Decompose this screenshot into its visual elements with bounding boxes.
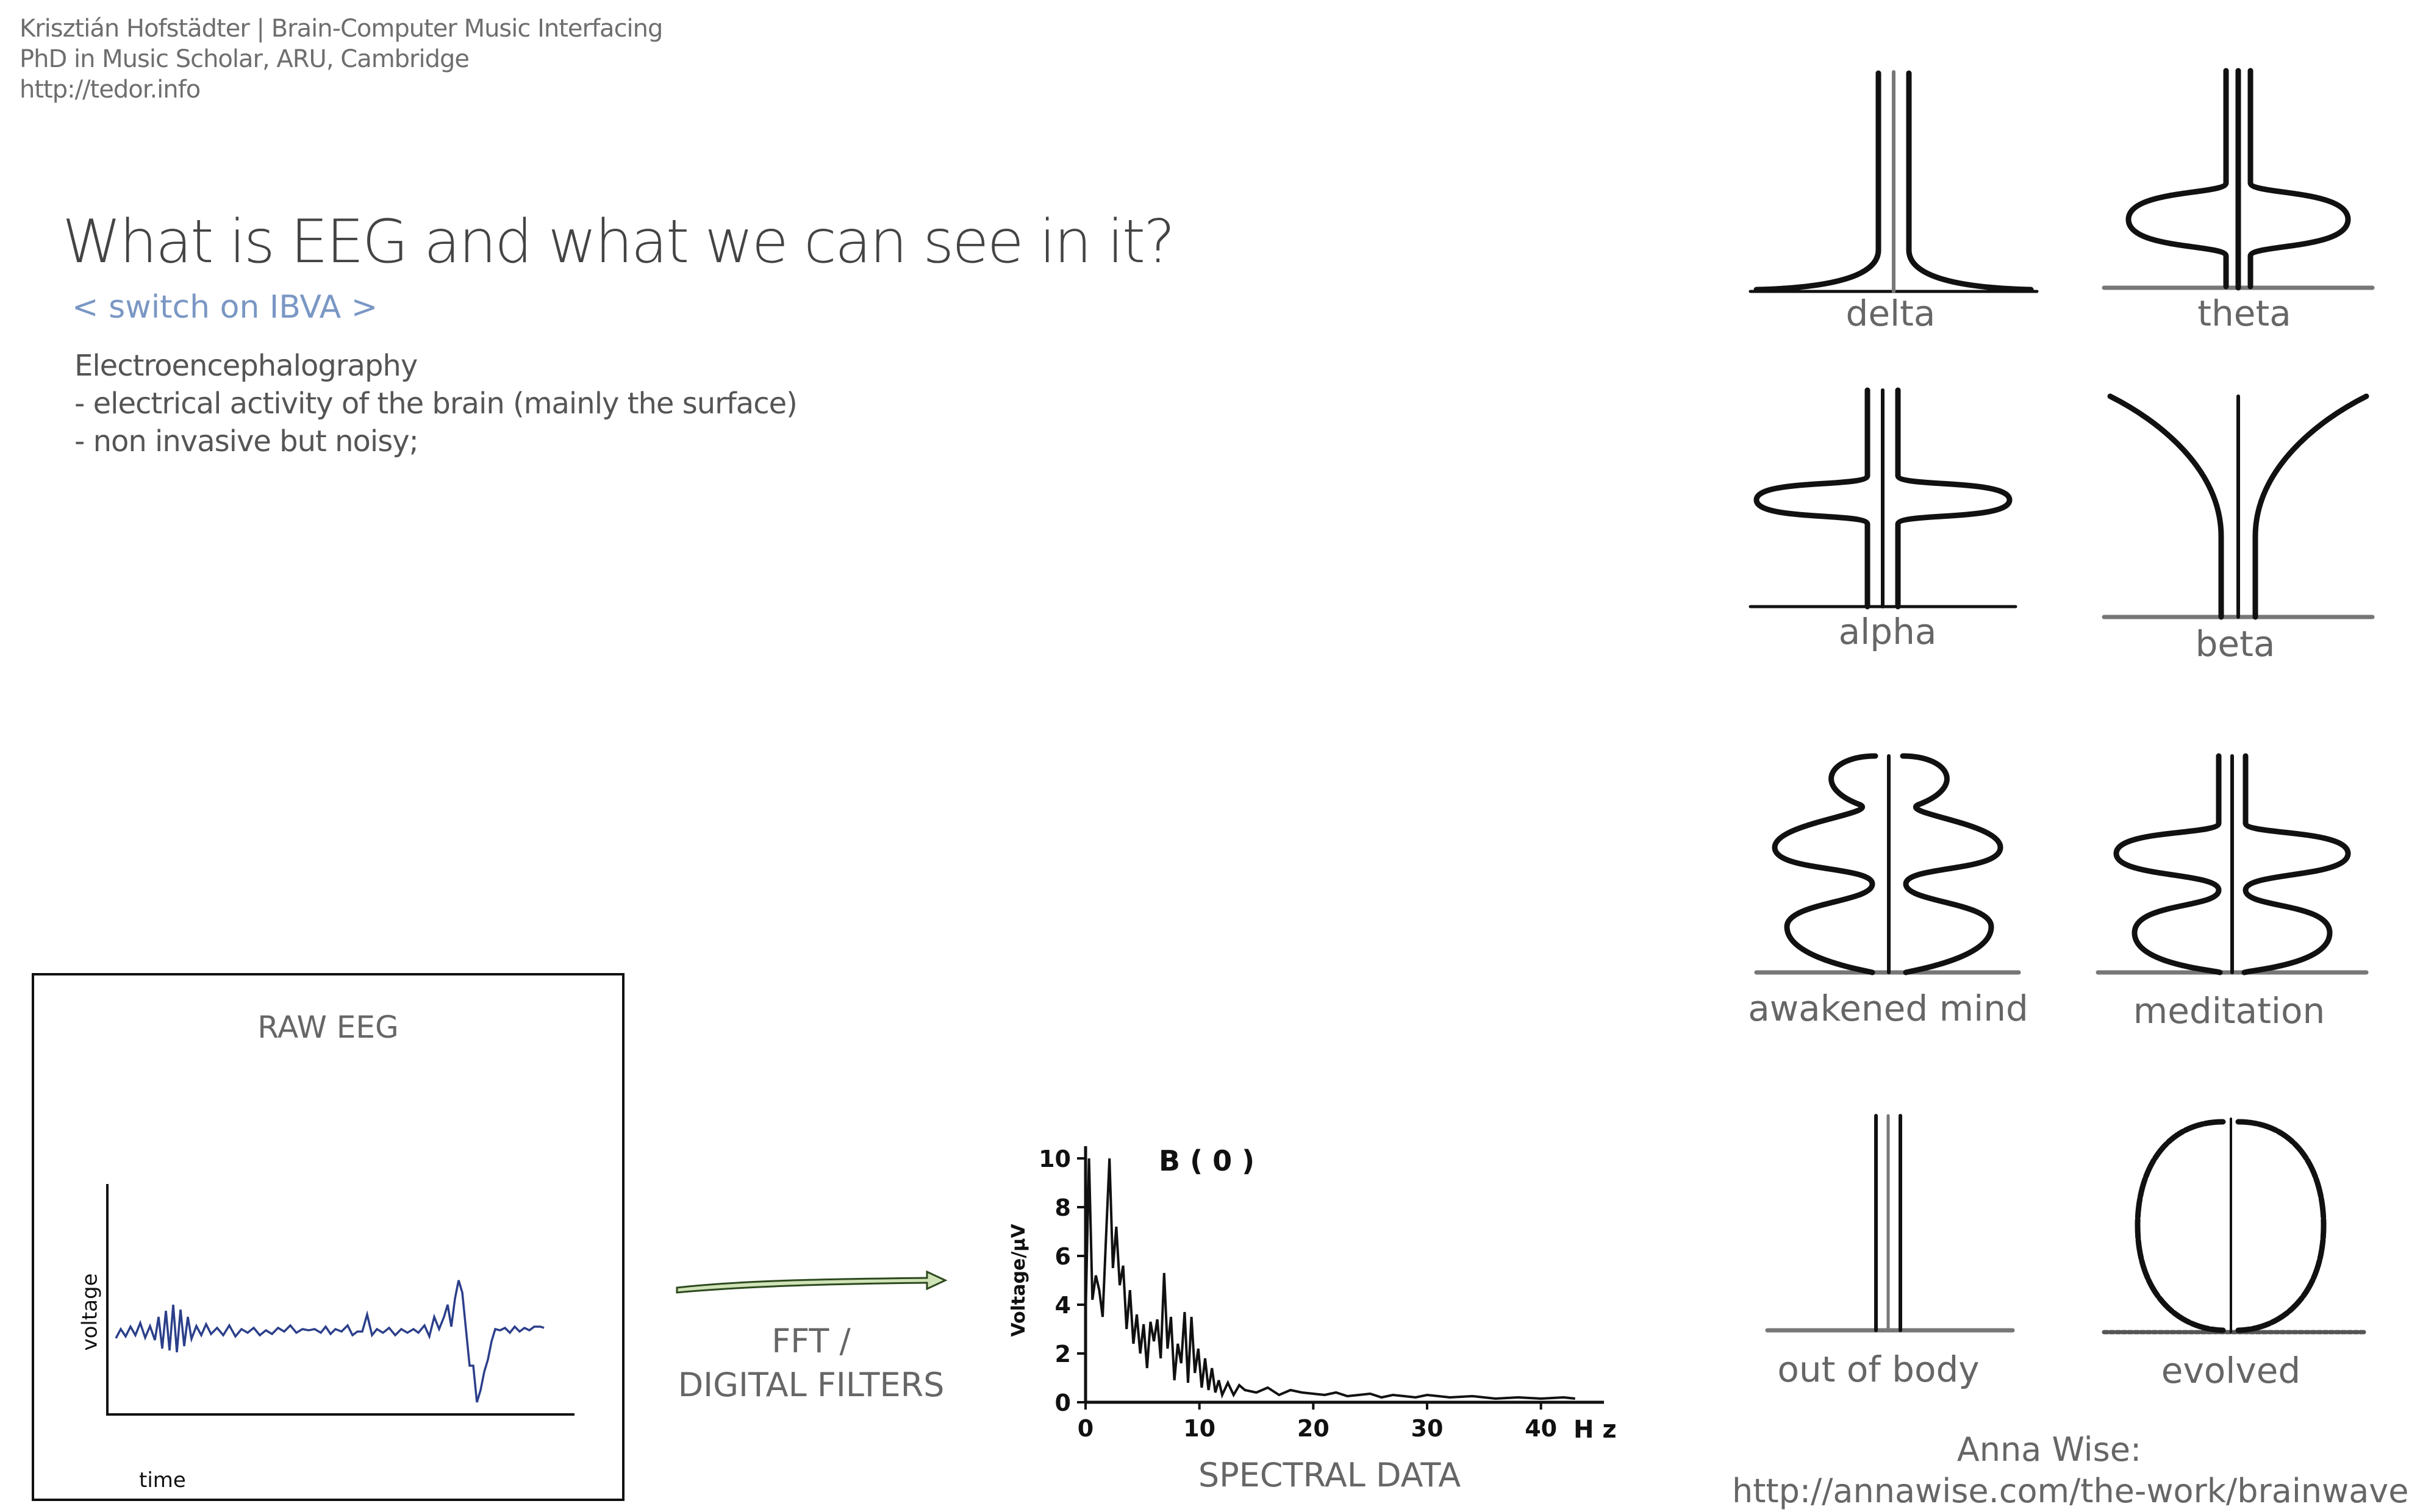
delta-icon [1749,70,2039,293]
out-of-body-icon [1765,1114,2015,1333]
spectral-series-line [1084,1158,1575,1400]
wave-label-meditation: meditation [2133,990,2325,1032]
wave-label-beta: beta [2195,623,2275,665]
slide-title: What is EEG and what we can see in it? [62,207,1175,277]
spectral-x-tick-label: 30 [1411,1415,1444,1442]
spectral-chart: 0 2 4 6 8 10 0 10 20 30 40 H z B ( 0 ) Voltage/μV [1008,1144,1617,1444]
wave-label-awakened-mind: awakened mind [1748,988,2028,1029]
awakened-mind-icon [1754,753,2021,975]
body-line-1: Electroencephalography [74,349,418,383]
raw-eeg-panel: RAW EEG time voltage [32,973,625,1501]
wave-label-evolved: evolved [2161,1350,2301,1391]
right-arrow-icon [676,1270,948,1294]
alpha-icon [1749,387,2017,610]
body-line-3: - non invasive but noisy; [74,424,419,458]
credit-author: Anna Wise: [1956,1430,2142,1469]
arrow-caption-1: FFT / [771,1322,851,1360]
wave-label-delta: delta [1845,293,1936,334]
raw-eeg-xlabel: time [139,1468,186,1492]
spectral-title: B ( 0 ) [1159,1144,1255,1177]
spectral-xlabel: H z [1573,1416,1617,1444]
raw-eeg-title: RAW EEG [257,1010,399,1045]
spectral-x-tick-label: 40 [1525,1415,1557,1442]
arrow-caption-2: DIGITAL FILTERS [678,1366,945,1404]
spectral-x-tick-label: 10 [1183,1415,1215,1442]
wave-label-out-of-body: out of body [1777,1349,1980,1390]
spectral-y-tick-label: 0 [1055,1389,1071,1416]
body-line-2: - electrical activity of the brain (main… [74,387,798,421]
spectral-y-tick-label: 8 [1055,1194,1071,1221]
author-line: Krisztián Hofstädter | Brain-Computer Mu… [20,15,663,43]
spectral-x-tick-label: 0 [1078,1415,1094,1442]
wave-label-alpha: alpha [1838,611,1937,652]
spectral-y-tick-label: 6 [1055,1243,1071,1270]
spectral-x-tick-label: 20 [1297,1415,1330,1442]
theta-icon [2102,68,2375,291]
spectral-caption: SPECTRAL DATA [1198,1456,1461,1494]
raw-eeg-trace [115,1280,545,1403]
raw-eeg-plot [106,1184,575,1416]
affiliation-line: PhD in Music Scholar, ARU, Cambridge [20,45,470,73]
evolved-icon [2102,1118,2369,1335]
spectral-y-tick-label: 10 [1039,1146,1071,1172]
meditation-icon [2096,753,2369,975]
slide-subtitle: < switch on IBVA > [72,289,378,326]
spectral-y-tick-label: 2 [1055,1341,1071,1368]
credit-link[interactable]: http://annawise.com/the-work/brainwaves/ [1732,1472,2409,1510]
website-link[interactable]: http://tedor.info [20,76,201,104]
spectral-ylabel: Voltage/μV [1008,1224,1029,1337]
beta-icon [2102,393,2375,620]
raw-eeg-ylabel: voltage [77,1273,102,1351]
spectral-y-tick-label: 4 [1055,1292,1071,1319]
brainwave-patterns [1749,68,2375,1335]
wave-label-theta: theta [2197,293,2291,334]
